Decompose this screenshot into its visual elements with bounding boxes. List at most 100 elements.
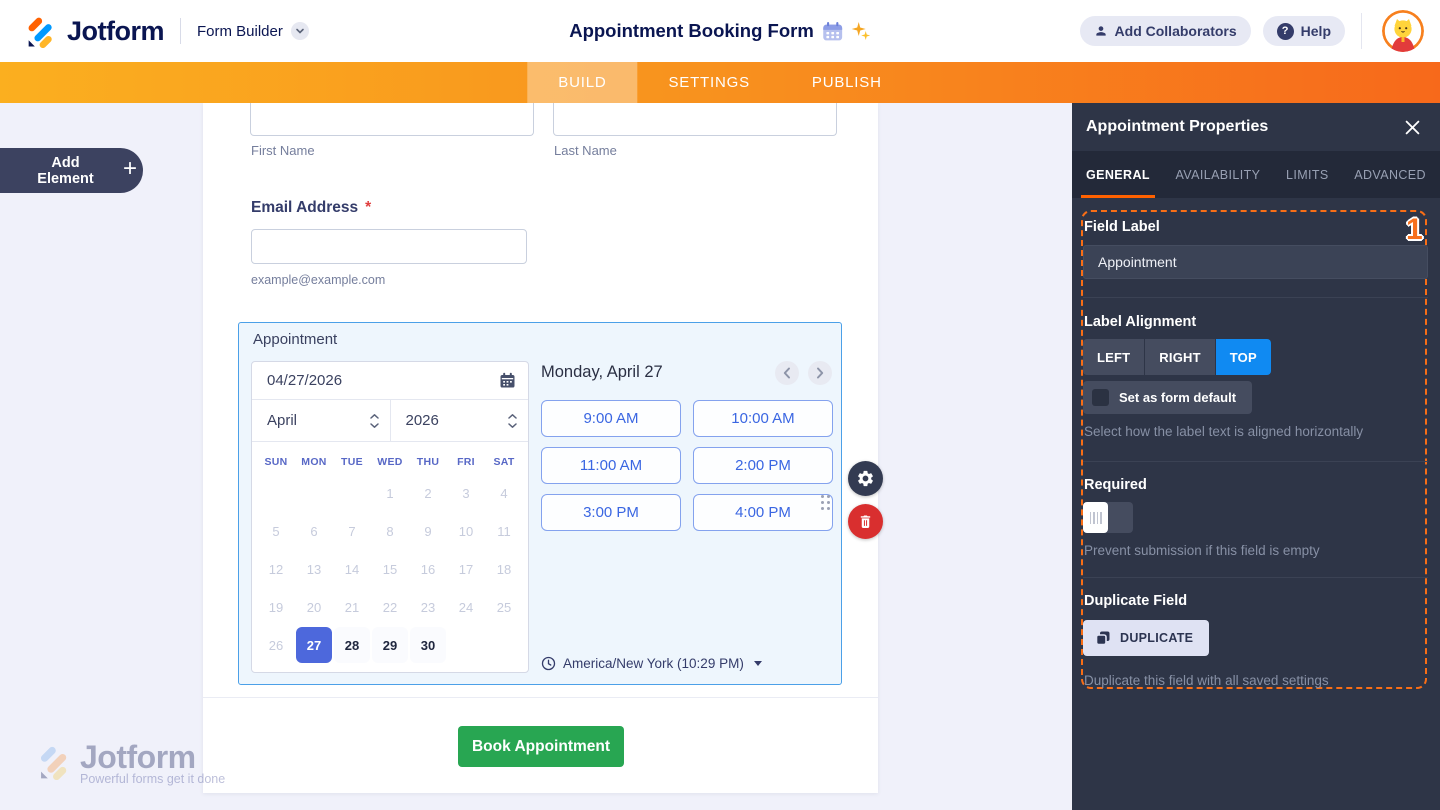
form-title-group: Appointment Booking Form <box>569 0 871 62</box>
panel-tab[interactable]: ADVANCED <box>1354 167 1426 182</box>
calendar-day: 1 <box>386 485 394 501</box>
close-panel-button[interactable] <box>1401 116 1424 139</box>
toggle-knob[interactable] <box>1083 502 1108 533</box>
timezone-selector[interactable]: America/New York (10:29 PM) <box>541 656 762 671</box>
duplicate-button[interactable]: DUPLICATE <box>1083 620 1210 656</box>
person-icon <box>1094 24 1108 38</box>
calendar-day: 24 <box>458 599 474 615</box>
spinner-arrows-icon[interactable] <box>507 413 518 429</box>
month-value: April <box>267 412 298 429</box>
panel-tab[interactable]: LIMITS <box>1285 167 1329 182</box>
form-title[interactable]: Appointment Booking Form <box>569 20 814 41</box>
label-alignment-helper: Select how the label text is aligned hor… <box>1084 424 1364 439</box>
label-alignment-group: LEFT RIGHT TOP <box>1083 339 1271 375</box>
time-slot-button[interactable]: 11:00 AM <box>541 447 681 484</box>
jotform-logo-icon[interactable] <box>24 15 57 48</box>
calendar-day: 16 <box>420 561 436 577</box>
logo-group: Jotform Form Builder <box>24 0 309 62</box>
calendar-day: 2 <box>424 485 432 501</box>
date-input[interactable]: 04/27/2026 <box>252 362 528 400</box>
calendar-day[interactable]: 30 <box>410 627 446 663</box>
checkbox[interactable] <box>1092 389 1109 406</box>
section-divider <box>1083 297 1428 298</box>
panel-tab[interactable]: AVAILABILITY <box>1175 167 1261 182</box>
duplicate-helper: Duplicate this field with all saved sett… <box>1084 673 1329 688</box>
calendar-day[interactable]: 27 <box>296 627 332 663</box>
panel-tab[interactable]: GENERAL <box>1081 151 1155 198</box>
next-day-button[interactable] <box>808 361 832 385</box>
calendar-day: 12 <box>268 561 284 577</box>
calendar-day: 4 <box>500 485 508 501</box>
date-picker-panel: 04/27/2026 April <box>251 361 529 673</box>
calendar-day: 21 <box>344 599 360 615</box>
month-spinner[interactable]: April <box>252 400 391 441</box>
top-header: Jotform Form Builder Appointment Booking… <box>0 0 1440 62</box>
time-slot-button[interactable]: 3:00 PM <box>541 494 681 531</box>
weekday-label: THU <box>416 456 440 468</box>
timezone-label: America/New York (10:29 PM) <box>563 656 744 671</box>
question-mark-icon: ? <box>1276 22 1294 40</box>
first-name-input[interactable] <box>250 103 534 136</box>
label-alignment-heading: Label Alignment <box>1084 314 1197 330</box>
required-toggle[interactable] <box>1083 502 1133 533</box>
chevron-down-icon <box>290 22 309 40</box>
logo-wordmark[interactable]: Jotform <box>67 15 165 46</box>
email-field[interactable] <box>251 229 527 264</box>
avatar[interactable] <box>1382 10 1424 52</box>
calendar-day: 7 <box>348 523 356 539</box>
prev-day-button[interactable] <box>775 361 799 385</box>
add-collaborators-button[interactable]: Add Collaborators <box>1079 16 1251 46</box>
header-actions: Add Collaborators ? Help <box>1079 0 1424 62</box>
required-helper: Prevent submission if this field is empt… <box>1084 543 1320 558</box>
help-label: Help <box>1300 23 1331 39</box>
time-slot-button[interactable]: 9:00 AM <box>541 400 681 437</box>
calendar-day[interactable]: 28 <box>334 627 370 663</box>
calendar-day: 10 <box>458 523 474 539</box>
set-as-form-default-option[interactable]: Set as form default <box>1083 381 1253 414</box>
book-appointment-button[interactable]: Book Appointment <box>458 726 624 767</box>
chevron-left-icon <box>783 367 790 379</box>
calendar-weekdays: SUN MON TUE WED THU FRI SAT <box>257 450 523 474</box>
header-divider <box>1361 13 1362 49</box>
watermark-wordmark: Jotform <box>80 739 196 775</box>
weekday-label: WED <box>377 456 403 468</box>
help-button[interactable]: ? Help <box>1262 16 1345 46</box>
label-alignment-option[interactable]: RIGHT <box>1145 339 1215 375</box>
builder-nav-bar: BUILD SETTINGS PUBLISH <box>0 62 1440 103</box>
drag-handle[interactable] <box>821 495 830 510</box>
label-alignment-option[interactable]: LEFT <box>1083 339 1145 375</box>
field-settings-button[interactable] <box>848 461 883 496</box>
duplicate-button-label: DUPLICATE <box>1120 631 1194 645</box>
calendar-day: 11 <box>497 523 511 539</box>
time-slot-button[interactable]: 2:00 PM <box>693 447 833 484</box>
nav-tab[interactable]: BUILD <box>527 62 638 103</box>
appointment-widget[interactable]: Appointment 04/27/2026 April <box>238 322 842 685</box>
set-as-form-default-label: Set as form default <box>1119 390 1237 405</box>
calendar-day: 23 <box>420 599 436 615</box>
watermark-tagline: Powerful forms get it done <box>80 772 226 786</box>
calendar-day[interactable]: 29 <box>372 627 408 663</box>
email-sublabel: example@example.com <box>251 273 386 287</box>
year-spinner[interactable]: 2026 <box>391 400 529 441</box>
calendar-icon <box>499 372 516 389</box>
add-collaborators-label: Add Collaborators <box>1114 23 1237 39</box>
label-alignment-option[interactable]: TOP <box>1215 339 1271 375</box>
form-builder-menu[interactable]: Form Builder <box>197 22 309 40</box>
spinner-arrows-icon[interactable] <box>369 413 380 429</box>
panel-tabs: GENERAL AVAILABILITY LIMITS ADVANCED <box>1072 151 1440 198</box>
add-element-button[interactable]: Add Element + <box>0 148 143 193</box>
nav-tab[interactable]: PUBLISH <box>811 74 882 91</box>
time-slot-button[interactable]: 4:00 PM <box>693 494 833 531</box>
delete-field-button[interactable] <box>848 504 883 539</box>
calendar-day <box>486 627 522 663</box>
calendar-day: 25 <box>496 599 512 615</box>
appointment-properties-panel: Appointment Properties GENERAL AVAILABILI… <box>1072 103 1440 810</box>
calendar-day: 14 <box>344 561 360 577</box>
field-label-input[interactable]: Appointment <box>1083 245 1428 279</box>
weekday-label: FRI <box>457 456 475 468</box>
time-slot-button[interactable]: 10:00 AM <box>693 400 833 437</box>
calendar-day: 17 <box>458 561 474 577</box>
nav-tab[interactable]: SETTINGS <box>668 74 750 91</box>
last-name-input[interactable] <box>553 103 837 136</box>
chevron-right-icon <box>817 367 824 379</box>
